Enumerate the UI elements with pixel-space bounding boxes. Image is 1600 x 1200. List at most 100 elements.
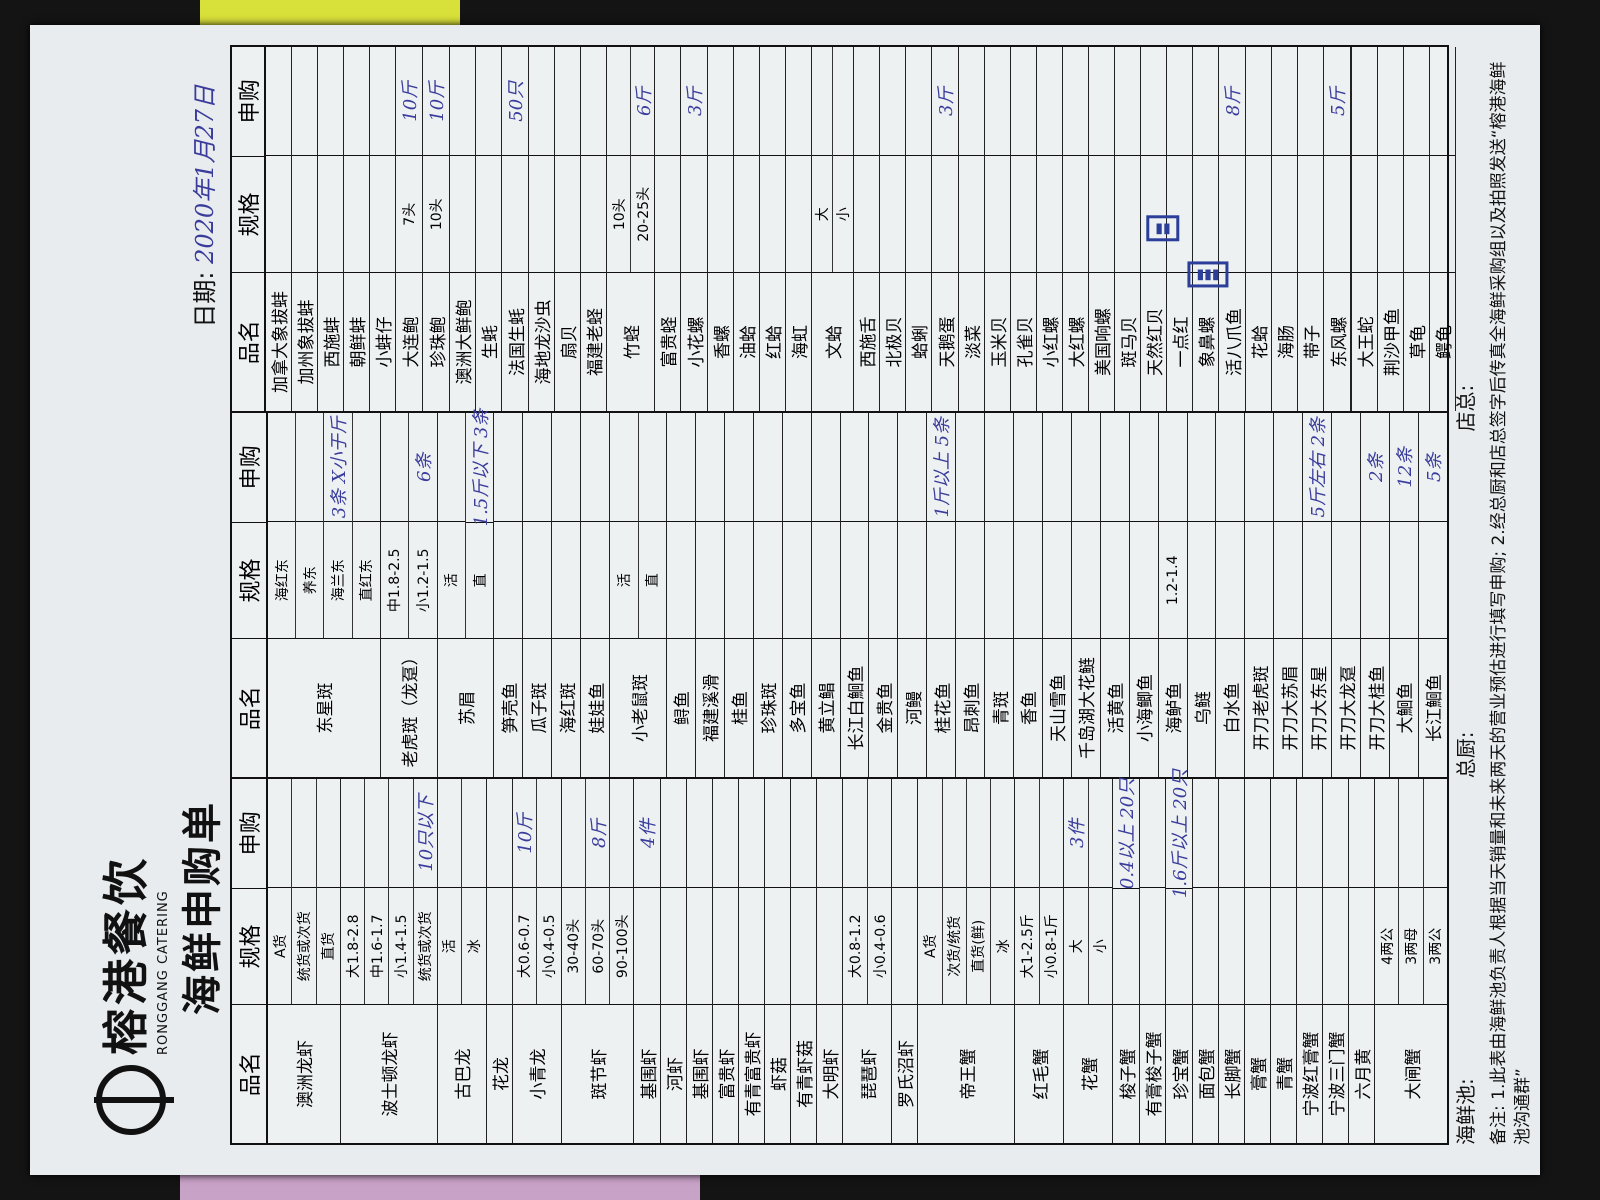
item-order xyxy=(344,47,369,155)
table-row: 帝王蟹 A货 次货/统货 直货(鲜) 冰 xyxy=(918,779,1016,1143)
item-specs xyxy=(956,413,985,639)
table-header-row: 品名 规格 申购 xyxy=(232,779,268,1143)
item-specs xyxy=(1011,47,1036,273)
item-spec xyxy=(344,155,369,273)
item-name: 海鲈鱼 xyxy=(1158,638,1187,777)
item-specs: 3斤 xyxy=(681,47,707,273)
item-specs xyxy=(1216,413,1245,639)
item-specs xyxy=(1115,47,1140,273)
item-spec xyxy=(450,155,475,273)
column-header-order: 申购 xyxy=(238,79,263,124)
table-row: 小蚌仔 xyxy=(370,47,396,411)
item-spec xyxy=(753,521,782,639)
item-specs xyxy=(450,47,475,273)
table-row: 活黄鱼 xyxy=(1100,413,1130,777)
table-row: 基围虾 4件 xyxy=(634,779,662,1143)
spec-row xyxy=(1129,413,1158,639)
item-spec xyxy=(695,521,724,639)
item-order xyxy=(292,47,317,155)
table-row: 红蛤 xyxy=(760,47,786,411)
item-order: 6斤 xyxy=(633,86,655,116)
item-order: 8斤 xyxy=(1223,86,1244,116)
item-name: 长江白鮰鱼 xyxy=(840,638,869,777)
item-name: 东风螺 xyxy=(1324,272,1350,411)
table-row: 宁波三门蟹 xyxy=(1323,779,1350,1143)
item-spec xyxy=(1115,155,1140,273)
table-row: 斑节虾 30-40头 60-70头 8斤 90-100头 xyxy=(561,779,635,1143)
item-specs: 大 3件小 xyxy=(1064,779,1113,1005)
item-name: 海红斑 xyxy=(552,638,581,777)
spec-row xyxy=(959,47,984,273)
item-specs: 0.4以上 20只 xyxy=(1113,777,1140,1005)
item-specs: 50只 xyxy=(502,47,528,273)
item-spec: 直红东 xyxy=(352,521,380,639)
table-row: 西施蚌 xyxy=(318,47,344,411)
item-order xyxy=(1015,779,1038,887)
column-header-spec: 规格 xyxy=(232,155,264,273)
item-order xyxy=(370,47,395,155)
item-name: 香鱼 xyxy=(1014,638,1042,777)
table-row: 娃娃鱼 xyxy=(581,413,611,777)
spec-row: 1.2-1.4 xyxy=(1158,413,1187,639)
item-specs xyxy=(786,47,811,273)
item-spec xyxy=(985,155,1010,273)
item-name: 海虹 xyxy=(786,272,811,411)
item-order xyxy=(833,47,853,155)
item-spec xyxy=(1274,521,1303,639)
table-row: 大王蛇 xyxy=(1352,47,1378,411)
item-order xyxy=(1332,413,1360,521)
item-name: 白水鱼 xyxy=(1216,638,1245,777)
table-row: 孔雀贝 xyxy=(1011,47,1037,411)
table-row: 波士顿龙虾 大1.8-2.8 中1.6-1.7 小1.4-1.5 统货或次货 10只以下 xyxy=(340,779,438,1143)
item-spec xyxy=(581,521,610,639)
table-row: 老虎斑（龙趸） 中1.8-2.5 小1.2-1.5 6条 xyxy=(380,413,438,777)
item-spec: 小0.4-0.6 xyxy=(867,887,892,1005)
spec-row: 小0.4-0.5 xyxy=(537,779,561,1005)
item-order xyxy=(537,779,560,887)
item-order xyxy=(1072,413,1100,521)
item-spec xyxy=(655,155,680,273)
item-specs xyxy=(318,47,343,273)
item-spec: 10头 xyxy=(423,155,449,273)
item-spec xyxy=(898,521,927,639)
item-name: 六月黄 xyxy=(1349,1004,1375,1143)
item-order xyxy=(607,47,630,155)
item-name: 有青虾菇 xyxy=(791,1004,817,1143)
item-name: 娃娃鱼 xyxy=(581,638,610,777)
item-name: 大闸蟹 xyxy=(1375,1004,1447,1143)
item-name: 富贵蛏 xyxy=(655,272,680,411)
table-row: 海鲈鱼 1.2-1.4 xyxy=(1158,413,1188,777)
spec-row xyxy=(581,413,610,639)
date-label: 日期: xyxy=(191,271,219,328)
spec-row xyxy=(713,779,739,1005)
table-row: 金贵鱼 xyxy=(869,413,899,777)
spec-row: 直 xyxy=(638,413,666,639)
item-order xyxy=(991,779,1014,887)
item-specs xyxy=(476,47,501,273)
item-name: 开刀大东星 xyxy=(1303,638,1332,777)
purchase-table: 品名 规格 申购 澳洲龙虾 A货 统货或次货 直货 波士顿龙虾 大1.8-2.8 中1.6-1.7… xyxy=(230,45,1456,1145)
spec-row: 12条 xyxy=(1390,413,1418,639)
item-spec: 小1.2-1.5 xyxy=(409,521,437,639)
spec-row: 5条 xyxy=(1418,413,1447,639)
table-row: 六月黄 xyxy=(1349,779,1376,1143)
item-order xyxy=(713,779,738,887)
item-spec xyxy=(739,887,765,1005)
spec-row xyxy=(486,779,512,1005)
table-row: 花龙 xyxy=(486,779,513,1143)
item-order: 0.4以上 20只 xyxy=(1117,777,1139,890)
item-spec xyxy=(932,155,958,273)
item-order xyxy=(783,413,811,521)
item-spec xyxy=(1418,521,1447,639)
item-order: 4件 xyxy=(638,818,660,848)
item-specs: 12条 xyxy=(1390,413,1418,639)
spec-row: 10头 xyxy=(607,47,631,273)
item-spec xyxy=(1352,155,1377,273)
table-row: 美国响螺 xyxy=(1089,47,1115,411)
item-specs xyxy=(1129,413,1158,639)
table-row: 有膏梭子蟹 xyxy=(1140,779,1167,1143)
item-order xyxy=(1298,47,1323,155)
table-row: 大明虾 xyxy=(817,779,844,1143)
item-spec xyxy=(486,887,512,1005)
item-name: 加拿大象拔蚌 xyxy=(266,272,291,411)
